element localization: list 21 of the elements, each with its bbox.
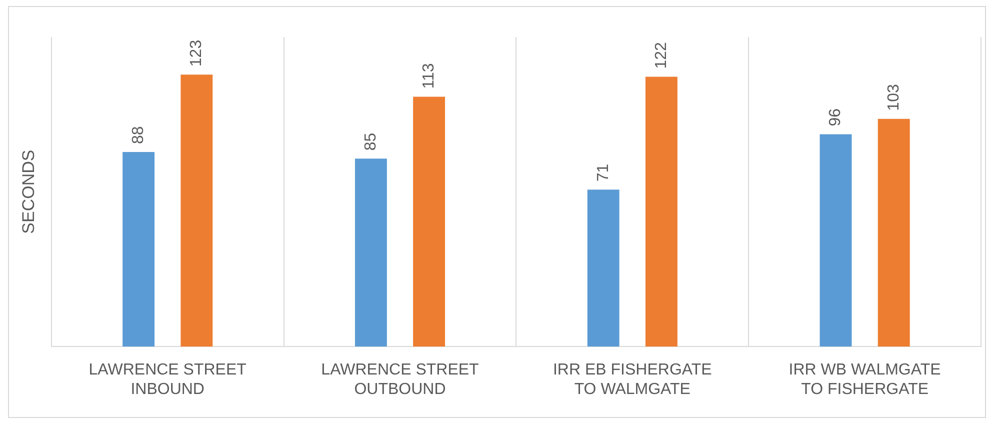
data-label: 123 <box>188 40 206 67</box>
bar <box>413 96 446 347</box>
data-label: 122 <box>652 42 670 69</box>
bar <box>122 152 155 347</box>
bar <box>180 74 213 347</box>
y-axis-title: SECONDS <box>18 150 38 234</box>
x-tick-label: IRR WB WALMGATE TO FISHERGATE <box>788 362 941 398</box>
bar <box>878 118 910 347</box>
x-tick-label: LAWRENCE STREET INBOUND <box>88 362 247 398</box>
data-label: 96 <box>827 108 844 126</box>
bar <box>354 158 387 347</box>
x-tick-label: LAWRENCE STREET OUTBOUND <box>321 362 480 398</box>
data-label: 103 <box>885 84 902 111</box>
data-label: 113 <box>420 63 438 89</box>
data-label: 71 <box>594 164 612 182</box>
bar <box>587 190 620 347</box>
x-tick-label: IRR EB FISHERGATE TO WALMGATE <box>552 362 712 398</box>
data-label: 85 <box>362 132 380 151</box>
bar <box>645 76 678 347</box>
bar <box>820 134 852 347</box>
data-label: 88 <box>130 126 147 144</box>
